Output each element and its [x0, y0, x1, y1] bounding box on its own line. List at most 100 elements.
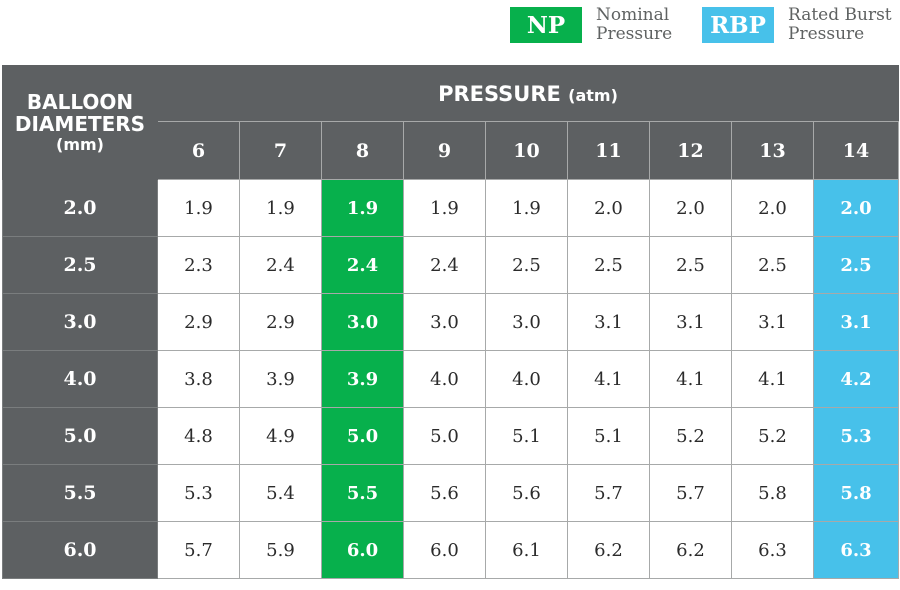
table-row: 6.0 5.7 5.9 6.0 6.0 6.1 6.2 6.2 6.3 6.3: [2, 521, 899, 579]
table-cell: 2.5: [731, 236, 814, 294]
table-cell: 2.5: [485, 236, 568, 294]
table-row: 3.0 2.9 2.9 3.0 3.0 3.0 3.1 3.1 3.1 3.1: [2, 293, 899, 351]
table-cell: 5.4: [239, 464, 322, 522]
table-cell: 6.0: [321, 521, 404, 579]
table-cell: 2.9: [157, 293, 240, 351]
table-cell: 5.0: [403, 407, 486, 465]
row-header-line1: BALLOON: [26, 89, 134, 114]
pressure-unit: (atm): [568, 85, 618, 105]
column-header-7: 7: [239, 121, 322, 180]
table-cell: 6.1: [485, 521, 568, 579]
table-cell: 5.7: [649, 464, 732, 522]
column-header-9: 9: [403, 121, 486, 180]
table-cell: 4.2: [813, 350, 899, 408]
table-cell: 4.8: [157, 407, 240, 465]
table-cell: 4.1: [567, 350, 650, 408]
table-row: 5.5 5.3 5.4 5.5 5.6 5.6 5.7 5.7 5.8 5.8: [2, 464, 899, 522]
table-row: 5.0 4.8 4.9 5.0 5.0 5.1 5.1 5.2 5.2 5.3: [2, 407, 899, 465]
table-cell: 5.0: [321, 407, 404, 465]
table-cell: 2.9: [239, 293, 322, 351]
column-header-14: 14: [813, 121, 899, 180]
column-header-12: 12: [649, 121, 732, 180]
table-cell: 1.9: [239, 179, 322, 237]
table-cell: 3.9: [321, 350, 404, 408]
table-cell: 3.9: [239, 350, 322, 408]
table-cell: 5.8: [731, 464, 814, 522]
table-row: 4.0 3.8 3.9 3.9 4.0 4.0 4.1 4.1 4.1 4.2: [2, 350, 899, 408]
table-cell: 5.5: [321, 464, 404, 522]
row-header-title: BALLOON DIAMETERS (mm): [2, 65, 158, 180]
column-header-13: 13: [731, 121, 814, 180]
table-cell: 1.9: [157, 179, 240, 237]
table-cell: 3.1: [813, 293, 899, 351]
legend-np-label: Nominal Pressure: [596, 6, 672, 44]
table-cell: 5.7: [567, 464, 650, 522]
table-cell: 3.1: [731, 293, 814, 351]
table-cell: 5.1: [485, 407, 568, 465]
legend-np: NP Nominal Pressure: [510, 6, 672, 44]
table-cell: 6.0: [403, 521, 486, 579]
table-body: 2.0 1.9 1.9 1.9 1.9 1.9 2.0 2.0 2.0 2.0 2.5 2.3 2.4 2…: [2, 179, 899, 579]
column-header-8: 8: [321, 121, 404, 180]
table-cell: 3.0: [403, 293, 486, 351]
table-cell: 3.8: [157, 350, 240, 408]
table-cell: 1.9: [403, 179, 486, 237]
column-header-11: 11: [567, 121, 650, 180]
row-header-diameter: 5.5: [2, 464, 158, 522]
table-cell: 3.0: [321, 293, 404, 351]
table-cell: 2.0: [813, 179, 899, 237]
table-row: 2.5 2.3 2.4 2.4 2.4 2.5 2.5 2.5 2.5 2.5: [2, 236, 899, 294]
pressure-title-text: PRESSURE: [438, 81, 561, 106]
table-cell: 5.2: [649, 407, 732, 465]
table-cell: 4.1: [731, 350, 814, 408]
legend-rbp-line1: Rated Burst: [788, 5, 892, 25]
table-cell: 2.0: [567, 179, 650, 237]
table-cell: 2.0: [649, 179, 732, 237]
table-cell: 2.0: [731, 179, 814, 237]
table-cell: 5.7: [157, 521, 240, 579]
table-cell: 3.1: [649, 293, 732, 351]
legend-np-line1: Nominal: [596, 5, 670, 25]
table-cell: 6.2: [649, 521, 732, 579]
row-header-diameter: 3.0: [2, 293, 158, 351]
table-row: 2.0 1.9 1.9 1.9 1.9 1.9 2.0 2.0 2.0 2.0: [2, 179, 899, 237]
table-cell: 2.5: [813, 236, 899, 294]
row-header-diameter: 6.0: [2, 521, 158, 579]
row-header-line2: DIAMETERS: [14, 111, 146, 136]
column-header-10: 10: [485, 121, 568, 180]
column-header-6: 6: [157, 121, 240, 180]
column-header-row: 6 7 8 9 10 11 12 13 14: [3, 121, 899, 180]
row-header-unit: (mm): [56, 134, 104, 154]
row-header-diameter: 5.0: [2, 407, 158, 465]
legend-rbp-line2: Pressure: [788, 24, 865, 44]
legend-np-line2: Pressure: [596, 24, 673, 44]
table-cell: 6.3: [813, 521, 899, 579]
table-cell: 4.0: [485, 350, 568, 408]
table-cell: 2.4: [321, 236, 404, 294]
table-cell: 5.6: [485, 464, 568, 522]
table-cell: 5.8: [813, 464, 899, 522]
table-cell: 5.6: [403, 464, 486, 522]
legend-np-swatch: NP: [510, 7, 582, 43]
table-cell: 2.4: [403, 236, 486, 294]
row-header-diameter: 2.5: [2, 236, 158, 294]
table-cell: 3.1: [567, 293, 650, 351]
legend-rbp-label: Rated Burst Pressure: [788, 6, 892, 44]
table-cell: 2.3: [157, 236, 240, 294]
table-cell: 5.1: [567, 407, 650, 465]
table-cell: 2.4: [239, 236, 322, 294]
table-cell: 6.2: [567, 521, 650, 579]
pressure-title: PRESSURE (atm): [157, 65, 899, 122]
table-cell: 5.3: [813, 407, 899, 465]
table-cell: 4.1: [649, 350, 732, 408]
table-cell: 2.5: [649, 236, 732, 294]
table-cell: 1.9: [485, 179, 568, 237]
table-cell: 5.9: [239, 521, 322, 579]
table-cell: 1.9: [321, 179, 404, 237]
table-cell: 6.3: [731, 521, 814, 579]
table-cell: 4.9: [239, 407, 322, 465]
table-title-row: BALLOON DIAMETERS (mm) PRESSURE (atm): [2, 65, 899, 180]
table-cell: 2.5: [567, 236, 650, 294]
